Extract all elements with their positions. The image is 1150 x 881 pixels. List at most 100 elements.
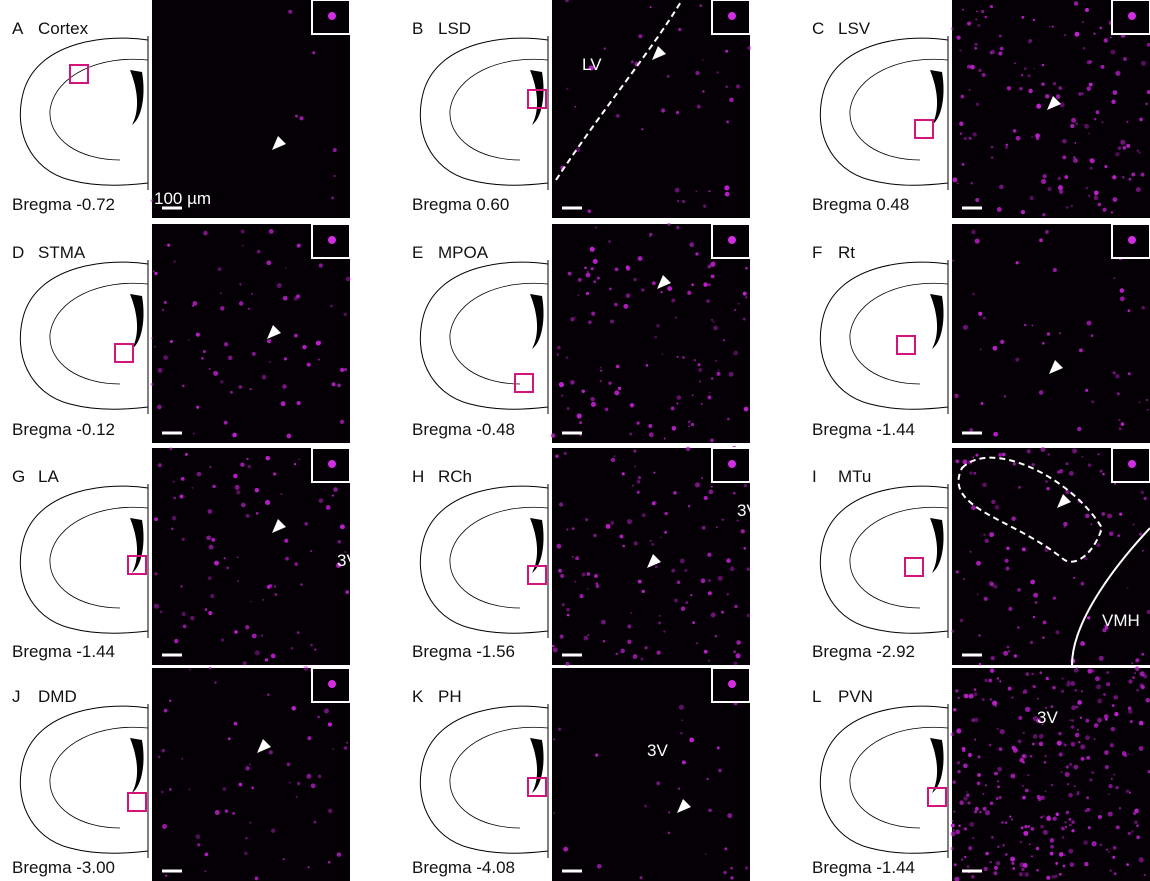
- neuron: [1022, 785, 1024, 787]
- neuron: [1084, 862, 1088, 866]
- neuron: [344, 746, 348, 750]
- neuron: [224, 557, 226, 559]
- neuron: [225, 809, 228, 812]
- neuron: [1094, 196, 1099, 201]
- neuron: [245, 837, 247, 839]
- neuron: [713, 321, 715, 323]
- neuron: [637, 480, 641, 484]
- neuron: [1086, 796, 1089, 799]
- neuron: [1061, 690, 1064, 693]
- neuron: [277, 283, 282, 288]
- neuron: [1087, 321, 1092, 326]
- neuron: [991, 146, 993, 148]
- neuron: [228, 356, 233, 361]
- neuron: [1106, 671, 1109, 674]
- neuron: [1077, 700, 1082, 705]
- neuron: [1114, 483, 1116, 485]
- neuron: [1001, 821, 1004, 824]
- neuron: [1050, 852, 1054, 856]
- neuron: [239, 283, 241, 285]
- neuron: [1094, 738, 1096, 740]
- neuron: [1100, 844, 1103, 847]
- neuron: [614, 390, 619, 395]
- neuron: [1134, 821, 1138, 825]
- neuron: [982, 483, 987, 488]
- inset-cell: [1128, 12, 1136, 20]
- neuron: [974, 810, 977, 813]
- neuron: [733, 650, 736, 653]
- neuron: [687, 291, 691, 295]
- neuron: [1080, 641, 1085, 646]
- neuron: [1104, 165, 1107, 168]
- neuron: [1011, 819, 1013, 821]
- neuron: [1061, 827, 1065, 831]
- neuron: [1064, 175, 1068, 179]
- neuron: [572, 527, 575, 530]
- neuron: [160, 610, 163, 613]
- neuron: [1071, 725, 1074, 728]
- neuron: [269, 750, 273, 754]
- neuron: [990, 861, 992, 863]
- neuron: [1103, 208, 1107, 212]
- neuron: [246, 458, 248, 460]
- neuron: [989, 581, 994, 586]
- neuron: [201, 357, 204, 360]
- neuron: [1028, 89, 1032, 93]
- neuron: [1052, 25, 1054, 27]
- neuron: [953, 829, 955, 831]
- neuron: [688, 426, 690, 428]
- neuron: [1117, 392, 1120, 395]
- neuron: [196, 406, 199, 409]
- inset-cell: [1128, 236, 1136, 244]
- neuron: [1073, 577, 1075, 579]
- neuron: [959, 49, 961, 51]
- neuron: [306, 774, 311, 779]
- neuron: [1005, 146, 1008, 149]
- neuron: [593, 534, 596, 537]
- neuron: [967, 865, 970, 868]
- neuron: [1019, 872, 1023, 876]
- neuron: [744, 484, 747, 487]
- panel: EMPOABregma -0.48: [412, 223, 750, 443]
- neuron: [1135, 666, 1140, 671]
- neuron: [994, 772, 998, 776]
- neuron: [1136, 689, 1139, 692]
- neuron: [1096, 110, 1100, 114]
- neuron: [1022, 547, 1026, 551]
- neuron: [969, 428, 973, 432]
- neuron: [743, 292, 747, 296]
- neuron: [297, 631, 300, 634]
- neuron: [1014, 654, 1017, 657]
- neuron: [985, 539, 989, 543]
- neuron: [210, 594, 214, 598]
- neuron: [962, 459, 967, 464]
- neuron: [993, 871, 997, 875]
- neuron: [983, 867, 987, 871]
- neuron: [713, 326, 718, 331]
- neuron: [958, 697, 960, 699]
- neuron: [997, 785, 1000, 788]
- neuron: [604, 47, 606, 49]
- neuron: [657, 651, 661, 655]
- neuron: [561, 394, 563, 396]
- neuron: [727, 813, 732, 818]
- neuron: [1126, 121, 1128, 123]
- neuron: [314, 821, 317, 824]
- neuron: [1066, 206, 1069, 209]
- neuron: [998, 453, 1002, 457]
- neuron: [979, 663, 982, 666]
- neuron: [1086, 187, 1088, 189]
- neuron: [151, 337, 153, 339]
- neuron: [975, 19, 977, 21]
- neuron: [1085, 389, 1088, 392]
- neuron: [970, 551, 972, 553]
- neuron: [181, 758, 183, 760]
- neuron: [1025, 789, 1029, 793]
- neuron: [1024, 324, 1026, 326]
- neuron: [704, 496, 708, 500]
- neuron: [663, 630, 665, 632]
- neuron: [616, 365, 620, 369]
- neuron: [1000, 340, 1004, 344]
- neuron: [1045, 230, 1049, 234]
- neuron: [197, 472, 202, 477]
